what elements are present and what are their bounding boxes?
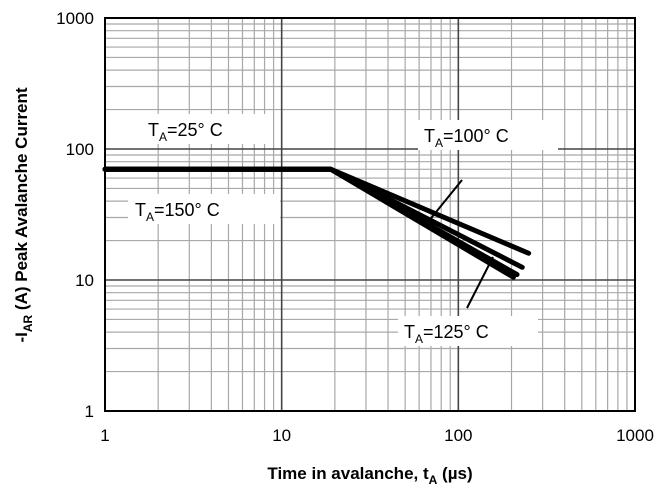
y-tick-label: 10 — [75, 271, 94, 290]
series-layer — [102, 166, 532, 280]
plot-frame — [104, 17, 636, 412]
annotation-labels: TA=25° C TA=100° C TA=150° C TA=125° C — [128, 114, 558, 346]
annotation-ta25: TA=25° C — [148, 120, 223, 144]
leader-ta100 — [427, 179, 463, 223]
annotation-ta100: TA=100° C — [424, 126, 509, 150]
x-tick-label: 100 — [444, 426, 472, 445]
annotation-leaders — [427, 179, 494, 309]
annotation-bg-ta150 — [128, 194, 280, 224]
series-line-4 — [102, 166, 516, 280]
annotation-ta125: TA=125° C — [404, 322, 489, 346]
leader-ta125 — [466, 256, 494, 309]
x-tick-label: 10 — [272, 426, 291, 445]
annotation-bg-ta125 — [398, 316, 538, 346]
annotation-bg-ta100 — [418, 120, 558, 150]
x-tick-label: 1000 — [616, 426, 654, 445]
annotation-ta150: TA=150° C — [135, 200, 220, 224]
y-tick-label: 100 — [66, 140, 94, 159]
x-tick-labels: 1 10 100 1000 — [100, 426, 654, 445]
y-tick-label: 1 — [85, 402, 94, 421]
x-tick-label: 1 — [100, 426, 109, 445]
y-tick-labels: 1 10 100 1000 — [56, 9, 94, 421]
annotation-bg-ta25 — [138, 114, 268, 144]
y-tick-label: 1000 — [56, 9, 94, 28]
x-axis-title: Time in avalanche, tA (µs) — [267, 464, 472, 487]
y-axis-title: -IAR (A) Peak Avalanche Current — [12, 87, 35, 342]
